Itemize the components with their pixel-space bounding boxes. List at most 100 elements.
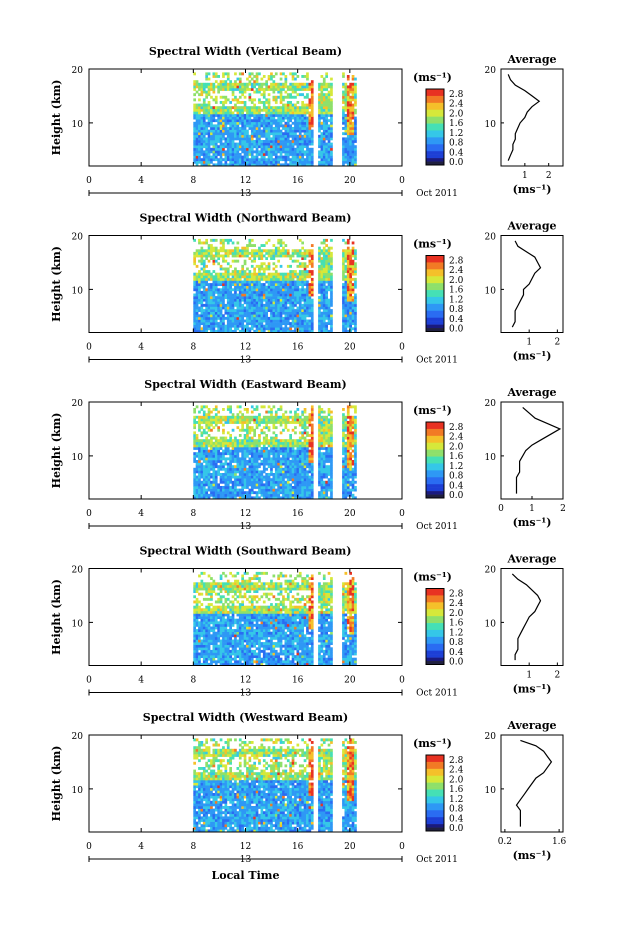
heatmap-cell: [226, 322, 230, 325]
heatmap-cell: [330, 322, 333, 325]
heatmap-cell: [258, 288, 261, 292]
heatmap-cell: [279, 111, 283, 115]
heatmap-cell: [282, 114, 285, 117]
heatmap-cell: [246, 293, 249, 297]
heatmap-cell: [265, 158, 268, 162]
heatmap-cell: [274, 145, 278, 149]
heatmap-cell: [207, 249, 211, 253]
heatmap-cell: [258, 309, 261, 312]
heatmap-cell: [255, 301, 259, 305]
heatmap-cell: [231, 129, 235, 133]
heatmap-cell: [222, 85, 225, 89]
heatmap-cell: [195, 467, 199, 471]
heatmap-cell: [286, 467, 290, 471]
heatmap-cell: [344, 119, 348, 123]
heatmap-cell: [214, 137, 218, 141]
heatmap-cell: [265, 119, 268, 123]
heatmap-cell: [222, 306, 225, 310]
heatmap-cell: [322, 324, 326, 328]
heatmap-cell: [346, 75, 350, 78]
heatmap-cell: [222, 303, 225, 307]
heatmap-cell: [267, 277, 271, 281]
heatmap-cell: [246, 473, 249, 476]
heatmap-cell: [202, 85, 206, 89]
heatmap-cell: [342, 160, 345, 164]
heatmap-cell: [253, 140, 256, 143]
heatmap-cell: [289, 496, 292, 500]
heatmap-cell: [267, 418, 271, 422]
heatmap-cell: [231, 296, 235, 299]
heatmap-cell: [255, 426, 259, 430]
heatmap-cell: [310, 106, 314, 110]
heatmap-cell: [277, 246, 280, 250]
heatmap-cell: [202, 428, 206, 432]
heatmap-cell: [320, 108, 324, 112]
heatmap-cell: [217, 421, 220, 424]
heatmap-cell: [258, 82, 261, 86]
heatmap-cell: [291, 303, 295, 307]
heatmap-cell: [198, 447, 201, 450]
heatmap-cell: [246, 426, 249, 430]
heatmap-cell: [301, 140, 304, 143]
heatmap-cell: [325, 147, 328, 151]
heatmap-cell: [298, 262, 302, 266]
heatmap-cell: [253, 280, 256, 284]
heatmap-cell: [224, 324, 228, 328]
heatmap-cell: [200, 106, 204, 110]
heatmap-cell: [330, 296, 333, 299]
heatmap-cell: [291, 478, 295, 482]
heatmap-cell: [229, 238, 232, 242]
heatmap-cell: [308, 319, 312, 323]
heatmap-cell: [346, 90, 350, 94]
heatmap-cell: [282, 249, 285, 253]
heatmap-cell: [282, 473, 285, 476]
heatmap-cell: [243, 103, 247, 107]
heatmap-cell: [222, 486, 225, 489]
heatmap-cell: [298, 158, 302, 162]
heatmap-cell: [195, 137, 199, 141]
heatmap-cell: [325, 82, 328, 86]
heatmap-cell: [258, 470, 261, 474]
heatmap-cell: [243, 460, 247, 463]
heatmap-cell: [286, 293, 290, 297]
heatmap-cell: [351, 93, 355, 97]
heatmap-cell: [298, 142, 302, 146]
heatmap-cell: [298, 483, 302, 487]
heatmap-cell: [250, 447, 254, 450]
heatmap-cell: [217, 488, 220, 492]
heatmap-cell: [241, 108, 244, 112]
heatmap-cell: [289, 160, 292, 164]
heatmap-cell: [243, 147, 247, 151]
heatmap-cell: [303, 108, 307, 112]
heatmap-cell: [342, 98, 345, 102]
heatmap-cell: [219, 114, 223, 117]
heatmap-cell: [241, 124, 244, 128]
heatmap-cell: [205, 491, 208, 495]
heatmap-cell: [267, 329, 271, 333]
heatmap-cell: [306, 103, 309, 107]
heatmap-cell: [303, 298, 307, 302]
heatmap-cell: [234, 85, 237, 89]
heatmap-cell: [262, 462, 266, 466]
heatmap-cell: [222, 259, 225, 263]
heatmap-cell: [262, 134, 266, 138]
heatmap-cell: [306, 145, 309, 149]
heatmap-cell: [193, 262, 196, 266]
heatmap-cell: [279, 322, 283, 325]
heatmap-cell: [286, 254, 290, 258]
colorbar-segment: [426, 265, 444, 270]
heatmap-cell: [279, 306, 283, 310]
heatmap-cell: [222, 147, 225, 151]
heatmap-cell: [236, 132, 240, 136]
heatmap-cell: [200, 259, 204, 263]
heatmap-cell: [286, 88, 290, 91]
heatmap-cell: [325, 137, 328, 141]
heatmap-cell: [272, 244, 276, 247]
heatmap-cell: [200, 275, 204, 279]
heatmap-cell: [193, 150, 196, 154]
heatmap-cell: [286, 475, 290, 479]
heatmap-cell: [222, 280, 225, 284]
heatmap-cell: [349, 319, 352, 323]
heatmap-cell: [327, 272, 331, 276]
heatmap-cell: [282, 145, 285, 149]
